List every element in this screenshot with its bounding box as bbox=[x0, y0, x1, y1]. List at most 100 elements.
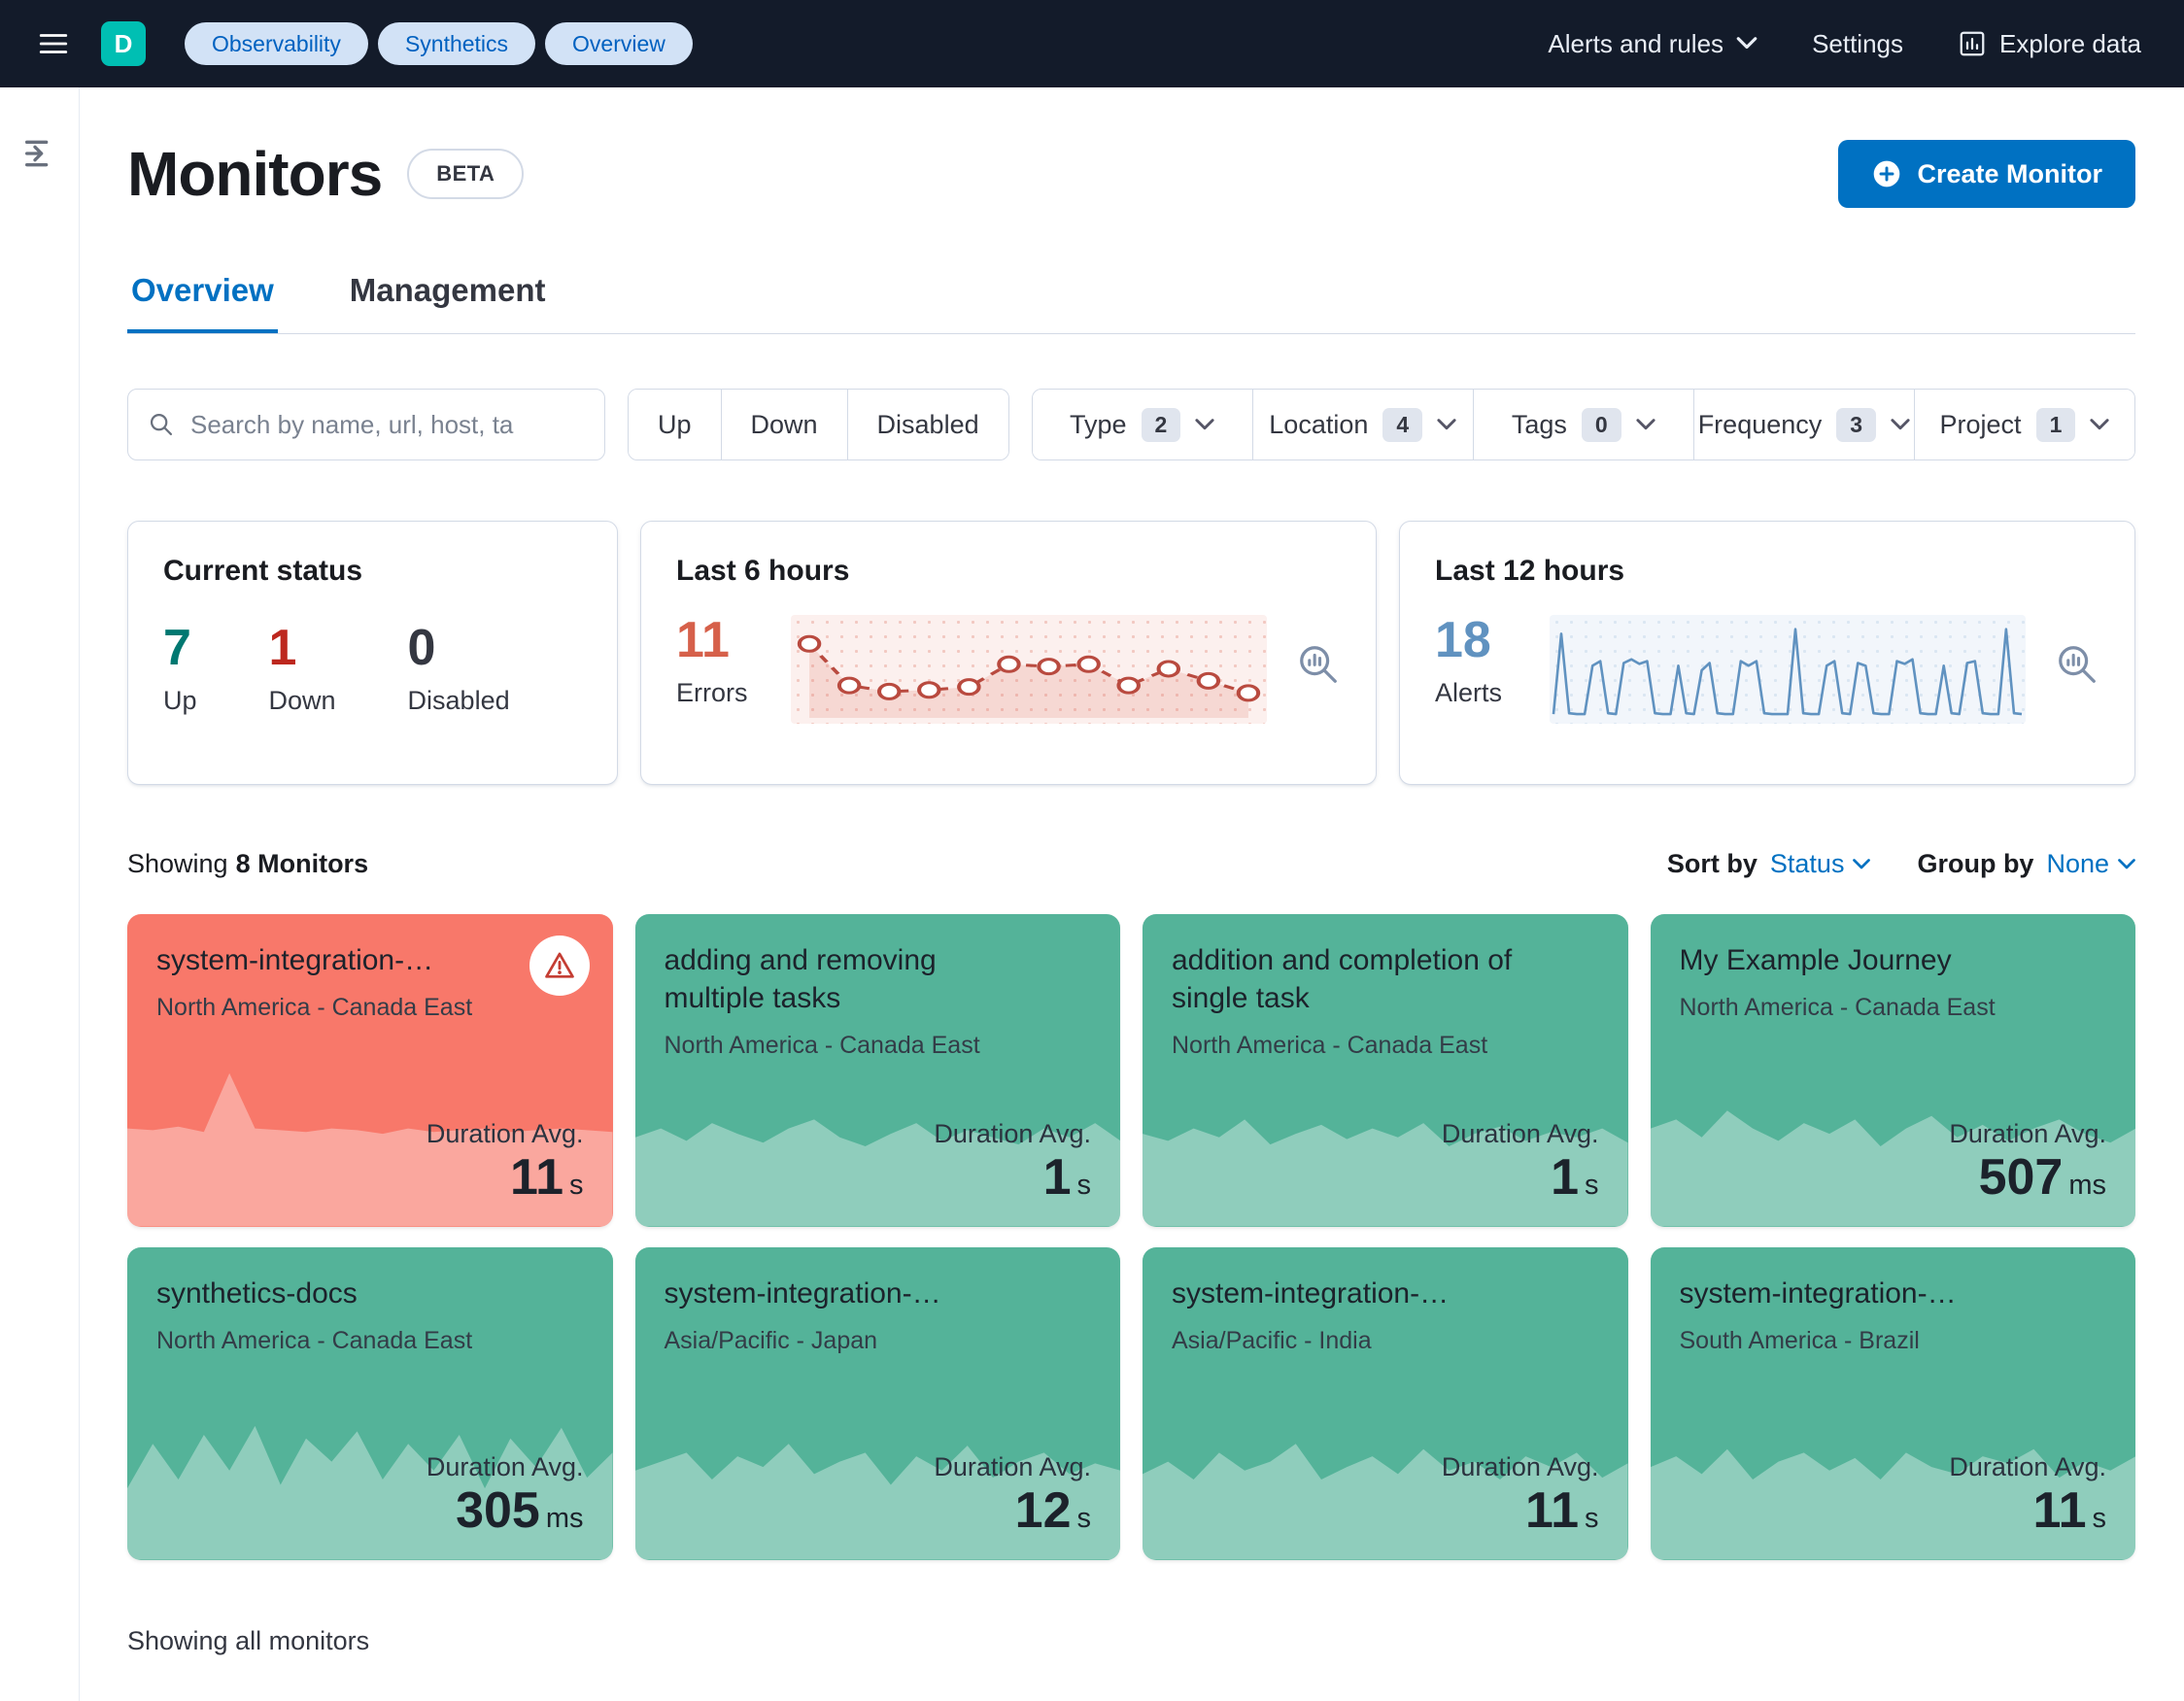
explore-data-link[interactable]: Explore data bbox=[1958, 29, 2141, 59]
tab-management[interactable]: Management bbox=[346, 272, 550, 333]
status-disabled-stat: 0 Disabled bbox=[408, 623, 510, 716]
errors-stat: 11 Errors bbox=[676, 615, 785, 708]
last-12-hours-panel: Last 12 hours 18 Alerts bbox=[1399, 521, 2135, 785]
duration-label: Duration Avg. bbox=[426, 1452, 584, 1482]
duration-area-sparkline bbox=[127, 1426, 613, 1560]
filter-type-button[interactable]: Type 2 bbox=[1032, 390, 1253, 459]
search-input[interactable] bbox=[190, 409, 585, 440]
sort-by-control: Sort by Status bbox=[1667, 849, 1871, 879]
monitor-card[interactable]: addition and completion of single task N… bbox=[1143, 914, 1628, 1227]
create-monitor-button[interactable]: Create Monitor bbox=[1838, 140, 2135, 208]
filter-frequency-count: 3 bbox=[1836, 407, 1877, 442]
sort-by-value: Status bbox=[1769, 849, 1845, 878]
alerts-sparkline bbox=[1552, 628, 2023, 716]
monitor-duration: Duration Avg. 507 ms bbox=[1949, 1119, 2106, 1208]
filters-group: Type 2 Location 4 Tags 0 Frequency 3 Pro… bbox=[1031, 389, 2135, 460]
group-by-control: Group by None bbox=[1917, 849, 2135, 879]
down-count: 1 bbox=[268, 620, 297, 676]
settings-link[interactable]: Settings bbox=[1812, 29, 1903, 59]
duration-area-sparkline bbox=[1650, 1449, 2135, 1560]
monitor-name: system-integration-… bbox=[1172, 1277, 1450, 1310]
main-content: Monitors BETA Create Monitor Overview Ma… bbox=[80, 87, 2184, 1695]
monitor-duration: Duration Avg. 11 s bbox=[427, 1119, 584, 1208]
monitor-location: North America - Canada East bbox=[1172, 1032, 1488, 1059]
filter-project-button[interactable]: Project 1 bbox=[1914, 390, 2134, 459]
filter-project-label: Project bbox=[1939, 409, 2022, 439]
filter-type-count: 2 bbox=[1141, 407, 1181, 442]
monitor-card[interactable]: system-integration-… North America - Can… bbox=[127, 914, 613, 1227]
space-avatar[interactable]: D bbox=[101, 21, 146, 66]
alerts-and-rules-menu[interactable]: Alerts and rules bbox=[1548, 29, 1757, 59]
create-monitor-label: Create Monitor bbox=[1917, 158, 2102, 188]
expand-nav-button[interactable] bbox=[20, 134, 59, 176]
monitor-location: North America - Canada East bbox=[156, 1327, 473, 1354]
duration-value: 1 bbox=[1042, 1149, 1072, 1207]
chevron-down-icon bbox=[1736, 37, 1757, 50]
monitors-count: 8 Monitors bbox=[235, 849, 369, 878]
monitor-name: My Example Journey bbox=[1679, 944, 1952, 976]
monitor-card[interactable]: system-integration-… South America - Bra… bbox=[1650, 1247, 2135, 1560]
tab-overview[interactable]: Overview bbox=[127, 272, 278, 333]
settings-label: Settings bbox=[1812, 28, 1904, 58]
group-by-dropdown[interactable]: None bbox=[2046, 849, 2135, 879]
page-title: Monitors bbox=[127, 139, 383, 209]
explore-data-icon bbox=[1960, 31, 1985, 56]
duration-value: 11 bbox=[2032, 1482, 2087, 1540]
filter-location-count: 4 bbox=[1382, 407, 1423, 442]
alerts-and-rules-label: Alerts and rules bbox=[1548, 28, 1724, 58]
duration-unit: s bbox=[2092, 1503, 2107, 1535]
duration-area-sparkline bbox=[127, 1073, 613, 1227]
filter-up-button[interactable]: Up bbox=[629, 390, 722, 459]
monitor-duration: Duration Avg. 11 s bbox=[1442, 1452, 1599, 1541]
chevron-down-icon bbox=[1437, 418, 1456, 429]
group-by-value: None bbox=[2046, 849, 2109, 878]
filter-down-button[interactable]: Down bbox=[721, 390, 848, 459]
monitor-card[interactable]: synthetics-docs North America - Canada E… bbox=[127, 1247, 613, 1560]
last-6-hours-panel: Last 6 hours 11 Errors bbox=[640, 521, 1377, 785]
sort-by-label: Sort by bbox=[1666, 849, 1757, 878]
errors-sparkline-chart bbox=[791, 615, 1267, 724]
search-box bbox=[127, 389, 605, 460]
duration-unit: s bbox=[1076, 1503, 1092, 1535]
alerts-sparkline-chart bbox=[1550, 615, 2026, 724]
duration-value: 507 bbox=[1978, 1149, 2064, 1207]
filter-frequency-button[interactable]: Frequency 3 bbox=[1693, 390, 1915, 459]
duration-label: Duration Avg. bbox=[1441, 1452, 1599, 1482]
status-down-stat: 1 Down bbox=[269, 623, 336, 716]
inspect-errors-button[interactable] bbox=[1296, 642, 1341, 690]
group-by-label: Group by bbox=[1917, 849, 2034, 878]
alerts-count: 18 bbox=[1435, 612, 1491, 668]
monitor-location: South America - Brazil bbox=[1679, 1327, 1920, 1354]
monitor-duration: Duration Avg. 11 s bbox=[1949, 1452, 2106, 1541]
monitor-card[interactable]: My Example Journey North America - Canad… bbox=[1650, 914, 2135, 1227]
breadcrumb-overview[interactable]: Overview bbox=[545, 22, 693, 65]
monitor-card[interactable]: adding and removing multiple tasks North… bbox=[634, 914, 1120, 1227]
filter-project-count: 1 bbox=[2035, 407, 2076, 442]
duration-area-sparkline bbox=[1650, 1110, 2135, 1227]
duration-area-sparkline bbox=[1143, 1444, 1628, 1560]
monitor-card[interactable]: system-integration-… Asia/Pacific - Japa… bbox=[634, 1247, 1120, 1560]
monitor-name: system-integration-… bbox=[1679, 1277, 1957, 1310]
filter-location-button[interactable]: Location 4 bbox=[1252, 390, 1474, 459]
filter-tags-button[interactable]: Tags 0 bbox=[1473, 390, 1694, 459]
monitor-location: Asia/Pacific - Japan bbox=[664, 1327, 878, 1354]
sort-by-dropdown[interactable]: Status bbox=[1770, 849, 1871, 879]
duration-label: Duration Avg. bbox=[1949, 1452, 2106, 1482]
monitor-location: Asia/Pacific - India bbox=[1172, 1327, 1372, 1354]
breadcrumb-synthetics[interactable]: Synthetics bbox=[377, 22, 536, 65]
monitor-card[interactable]: system-integration-… Asia/Pacific - Indi… bbox=[1143, 1247, 1628, 1560]
breadcrumb-observability[interactable]: Observability bbox=[185, 22, 368, 65]
errors-label: Errors bbox=[676, 678, 748, 707]
showing-monitors-text: Showing 8 Monitors bbox=[127, 849, 368, 879]
filter-tags-count: 0 bbox=[1581, 407, 1621, 442]
inspect-alerts-button[interactable] bbox=[2055, 642, 2099, 690]
menu-button[interactable] bbox=[25, 16, 82, 72]
filter-disabled-button[interactable]: Disabled bbox=[847, 390, 1008, 459]
disabled-label: Disabled bbox=[407, 686, 510, 715]
top-header: D Observability Synthetics Overview Aler… bbox=[0, 0, 2184, 87]
current-status-title: Current status bbox=[163, 555, 363, 587]
search-icon bbox=[150, 413, 173, 436]
status-up-stat: 7 Up bbox=[163, 623, 197, 716]
